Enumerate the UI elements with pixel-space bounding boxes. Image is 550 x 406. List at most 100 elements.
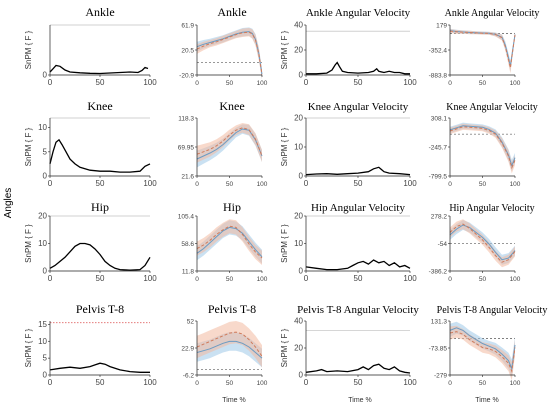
panel-title: Ankle Angular Velocity	[445, 8, 540, 19]
y-axis-label: SnPM { F }	[24, 30, 33, 69]
x-axis-label-col2: Time %	[222, 397, 245, 404]
panel-title: Pelvis T-8 Angular Velocity	[437, 305, 548, 316]
series-mean-blue	[196, 31, 263, 75]
x-tick-label: 50	[354, 78, 363, 87]
panel-title: Hip Angular Velocity	[449, 203, 534, 214]
spm-curve	[49, 138, 151, 173]
x-tick-label: 50	[226, 181, 234, 188]
y-tick-label: 0	[43, 71, 48, 80]
y-tick-label: 10	[294, 143, 303, 152]
series-mean-orange	[196, 225, 263, 259]
x-tick-label: 0	[448, 380, 452, 387]
x-tick-label: 0	[48, 378, 53, 387]
y-tick-label: -883.8	[429, 73, 448, 80]
series-mean-blue	[449, 125, 516, 168]
y-tick-label: 10	[38, 337, 47, 346]
y-tick-label: 0	[299, 267, 304, 276]
y-tick-label: 0	[43, 172, 48, 181]
y-tick-label: 20	[294, 46, 303, 55]
x-tick-label: 100	[257, 276, 268, 283]
panel-ankle-angle: Ankle 0 50 100 -20.9 20.5 61.9	[179, 5, 268, 87]
y-tick-label: -6.2	[183, 373, 195, 380]
panel-title: Knee Angular Velocity	[308, 101, 409, 113]
series-mean-orange	[449, 126, 516, 170]
series-mean-orange	[196, 127, 263, 157]
x-tick-label: 50	[354, 179, 363, 188]
panel-title: Pelvis T-8	[208, 302, 256, 316]
panel-hip-vel-spm: Hip Angular Velocity SnPM { F } 0 50 100 0 10 2…	[280, 202, 417, 283]
x-tick-label: 100	[510, 181, 521, 188]
x-axis-label-col4: Time %	[475, 397, 498, 404]
y-tick-label: 52	[187, 319, 195, 326]
series-band-orange	[450, 29, 515, 74]
x-tick-label: 0	[304, 274, 309, 283]
series-band-orange	[450, 123, 515, 174]
x-tick-label: 50	[96, 179, 105, 188]
panel-title: Pelvis T-8	[76, 302, 124, 316]
series-band-blue	[450, 28, 515, 72]
panel-title: Knee	[87, 99, 112, 113]
y-axis-label: SnPM { F }	[280, 328, 289, 367]
series-mean-blue	[196, 128, 263, 160]
y-tick-label: 118.3	[178, 116, 194, 123]
x-tick-label: 0	[195, 181, 199, 188]
panel-ankle-vel-spm: Ankle Angular Velocity SnPM { F } 0 50 100 0 2…	[280, 7, 417, 87]
y-axis-label: SnPM { F }	[24, 328, 33, 367]
x-tick-label: 100	[257, 80, 268, 87]
x-tick-label: 100	[257, 380, 268, 387]
panel-title: Hip Angular Velocity	[311, 202, 405, 214]
y-tick-label: 20.5	[181, 48, 194, 55]
spm-curve	[306, 61, 410, 75]
y-tick-label: 20	[38, 212, 47, 221]
y-tick-label: 58.6	[181, 241, 194, 248]
y-tick-label: 10	[294, 239, 303, 248]
x-tick-label: 50	[96, 378, 105, 387]
y-tick-label: 11.8	[182, 269, 195, 276]
panel-pelvis-angle: Pelvis T-8 0 50 100 -6.2 22.9 52	[181, 302, 267, 387]
y-tick-label: 179	[436, 23, 447, 30]
x-tick-label: 50	[479, 276, 487, 283]
y-tick-label: -799.5	[429, 174, 448, 181]
y-axis-label: SnPM { F }	[24, 224, 33, 263]
series-mean-orange	[196, 31, 263, 75]
y-tick-label: 15	[38, 320, 47, 329]
panel-title: Knee Angular Velocity	[446, 102, 537, 113]
series-band-blue	[450, 220, 515, 265]
panel-pelvis-vel-spm: Pelvis T-8 Angular Velocity SnPM { F } 0 50…	[280, 304, 419, 387]
y-axis-label: SnPM { F }	[280, 30, 289, 69]
series-band-orange	[450, 325, 515, 381]
x-tick-label: 100	[143, 274, 157, 283]
panel-title: Ankle	[85, 5, 114, 19]
x-tick-label: 100	[143, 179, 157, 188]
x-tick-label: 50	[96, 78, 105, 87]
y-tick-label: 40	[294, 21, 303, 30]
x-tick-label: 0	[448, 181, 452, 188]
x-tick-label: 50	[479, 181, 487, 188]
x-tick-label: 0	[48, 179, 53, 188]
spm-curve	[305, 259, 411, 271]
series-band-orange	[450, 219, 515, 268]
panel-knee-spm: Knee SnPM { F } 0 50 100 0 5 10	[24, 99, 157, 188]
x-tick-label: 0	[48, 274, 53, 283]
y-tick-label: 278.2	[431, 214, 448, 221]
x-tick-label: 50	[96, 274, 105, 283]
y-tick-label: 0	[299, 172, 304, 181]
y-tick-label: -245.7	[429, 145, 448, 152]
spm-curve	[305, 166, 411, 176]
y-tick-label: -352.4	[429, 48, 448, 55]
panel-pelvis-spm: Pelvis T-8 SnPM { F } 0 50 100 0 5 10 15	[24, 302, 157, 387]
x-tick-label: 0	[195, 276, 199, 283]
x-axis-label-col3: Time %	[348, 397, 371, 404]
spm-curve	[305, 363, 411, 374]
y-tick-label: -73.85	[429, 346, 448, 353]
panel-title: Hip	[91, 200, 109, 214]
spm-curve	[49, 242, 151, 271]
x-tick-label: 50	[226, 276, 234, 283]
series-mean-orange	[449, 30, 516, 68]
x-tick-label: 100	[257, 181, 268, 188]
x-tick-label: 50	[354, 378, 363, 387]
x-tick-label: 0	[304, 78, 309, 87]
x-tick-label: 0	[304, 179, 309, 188]
y-axis-label: SnPM { F }	[280, 224, 289, 263]
x-tick-label: 0	[195, 80, 199, 87]
